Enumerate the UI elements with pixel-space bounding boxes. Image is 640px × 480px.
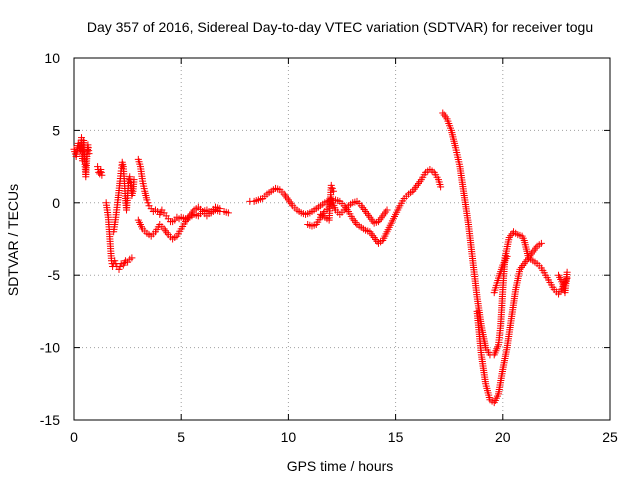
y-tick-label: 10	[44, 50, 60, 66]
data-point	[327, 181, 335, 189]
y-tick-label: 5	[52, 122, 60, 138]
data-point	[383, 206, 391, 214]
data-point	[94, 163, 102, 171]
data-point	[111, 257, 119, 265]
x-axis-label: GPS time / hours	[287, 458, 394, 474]
data-point	[97, 168, 105, 176]
data-point	[115, 265, 123, 273]
x-tick-label: 5	[177, 429, 185, 445]
x-tick-label: 20	[495, 429, 511, 445]
y-tick-label: 0	[52, 195, 60, 211]
y-tick-label: -5	[48, 267, 61, 283]
data-point	[144, 199, 152, 207]
data-point	[537, 239, 545, 247]
x-tick-label: 0	[70, 429, 78, 445]
x-tick-label: 10	[281, 429, 297, 445]
grid	[74, 58, 610, 420]
data-point	[216, 205, 224, 213]
data-point	[503, 252, 511, 260]
data-point	[85, 150, 93, 158]
y-tick-label: -15	[40, 412, 60, 428]
data-point	[98, 171, 106, 179]
y-tick-label: -10	[40, 340, 60, 356]
data-point	[437, 183, 445, 191]
data-point	[128, 254, 136, 262]
plot-frame	[73, 57, 611, 421]
data-point	[116, 263, 124, 271]
data-point	[224, 209, 232, 217]
data-point	[329, 187, 337, 195]
x-tick-label: 15	[388, 429, 404, 445]
y-axis-label: SDTVAR / TECUs	[5, 184, 21, 296]
data-point	[328, 184, 336, 192]
data-point	[143, 196, 151, 204]
data-point	[130, 176, 138, 184]
data-point	[97, 165, 105, 173]
chart-title: Day 357 of 2016, Sidereal Day-to-day VTE…	[87, 19, 593, 35]
axes: 0 5 10 15 20 25 -15 -10 -5 0 5 10	[40, 50, 618, 445]
data-point	[563, 268, 571, 276]
x-tick-label: 25	[602, 429, 618, 445]
data-points	[70, 109, 571, 407]
